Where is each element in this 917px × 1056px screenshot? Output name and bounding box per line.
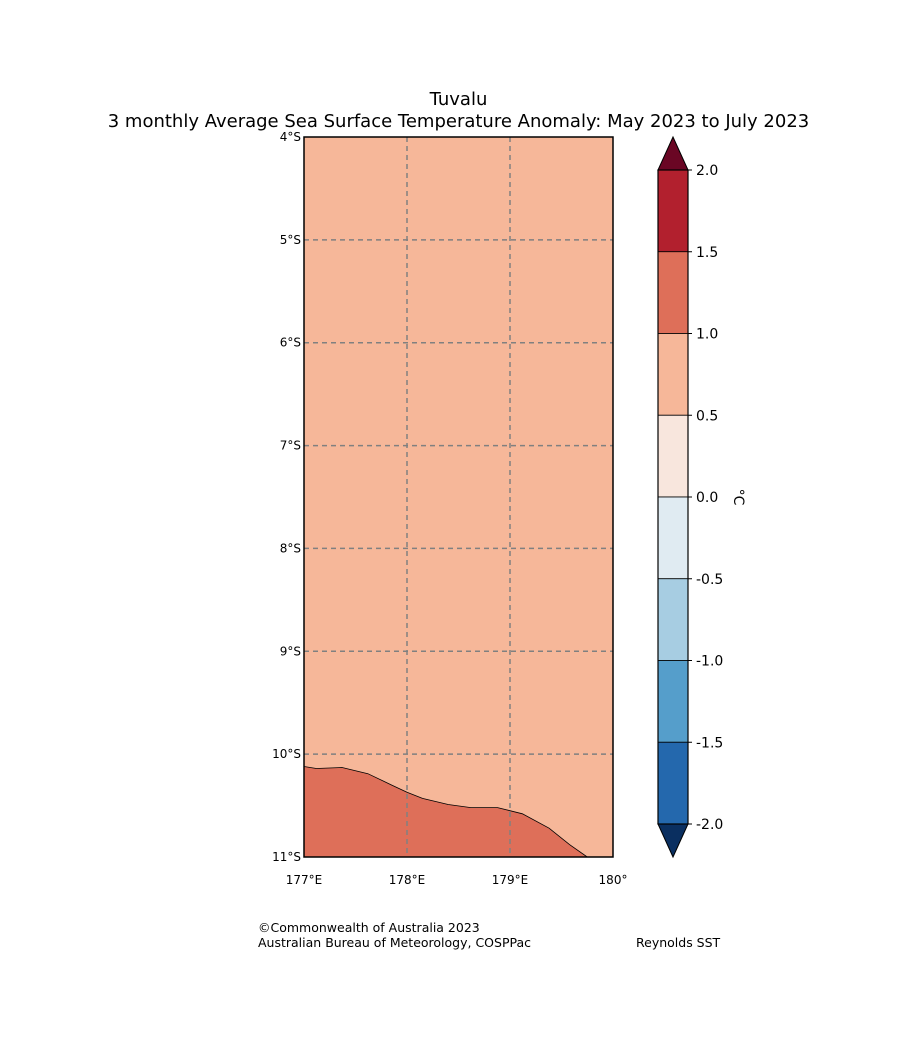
longitude-tick-label: 177°E	[286, 873, 323, 887]
longitude-labels: 177°E 178°E 179°E 180°	[286, 873, 628, 887]
colorbar-bin	[657, 496, 689, 580]
latitude-tick-label: 6°S	[280, 336, 301, 350]
colorbar-unit-label: °C	[730, 489, 746, 506]
dataset-text: Reynolds SST	[636, 935, 721, 950]
latitude-tick-label: 4°S	[280, 130, 301, 144]
longitude-tick-label: 179°E	[492, 873, 529, 887]
latitude-tick-label: 5°S	[280, 233, 301, 247]
colorbar-tick-label: -2.0	[696, 817, 723, 833]
colorbar-tick-label: 0.0	[696, 490, 718, 506]
copyright-text: ©Commonwealth of Australia 2023	[258, 920, 480, 935]
colorbar-tick-label: -1.0	[696, 654, 723, 670]
colorbar-bin	[657, 169, 689, 253]
map-frame	[303, 136, 614, 858]
latitude-tick-label: 10°S	[272, 747, 301, 761]
latitude-tick-label: 9°S	[280, 644, 301, 658]
colorbar-bin	[657, 251, 689, 334]
colorbar-bin	[657, 741, 689, 825]
latitude-tick-label: 7°S	[280, 439, 301, 453]
longitude-tick-label: 178°E	[389, 873, 426, 887]
latitude-tick-label: 11°S	[272, 850, 301, 864]
colorbar-bin	[657, 578, 689, 661]
colorbar-tick-label: 1.0	[696, 327, 718, 343]
agency-text: Australian Bureau of Meteorology, COSPPa…	[258, 935, 531, 950]
anomaly-background-region	[304, 137, 613, 857]
colorbar: 2.0 1.5 1.0 0.5 0.0 -0.5 -1.0 -1.5 -2.0	[657, 135, 723, 859]
colorbar-over-extension	[657, 135, 689, 171]
graticule	[304, 137, 613, 857]
colorbar-bin	[657, 333, 689, 416]
colorbar-tick-label: -0.5	[696, 572, 723, 588]
longitude-tick-label: 180°	[599, 873, 628, 887]
title-description: 3 monthly Average Sea Surface Temperatur…	[108, 111, 809, 132]
colorbar-tick-label: -1.5	[696, 735, 723, 751]
colorbar-bin	[657, 660, 689, 743]
title-region: Tuvalu	[429, 89, 488, 110]
map-panel	[303, 136, 614, 858]
warm-anomaly-region	[303, 766, 589, 858]
colorbar-under-extension	[657, 823, 689, 859]
colorbar-tick-label: 0.5	[696, 408, 718, 424]
colorbar-bin	[657, 414, 689, 498]
latitude-tick-label: 8°S	[280, 541, 301, 555]
colorbar-tick-label: 1.5	[696, 245, 718, 261]
colorbar-tick-label: 2.0	[696, 163, 718, 179]
latitude-labels: 4°S 5°S 6°S 7°S 8°S 9°S 10°S 11°S	[272, 130, 301, 864]
